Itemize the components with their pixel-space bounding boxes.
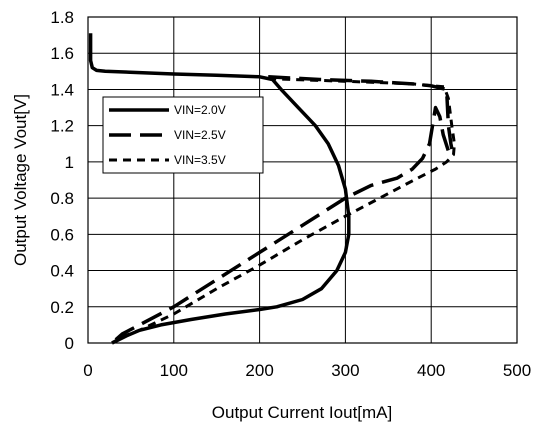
y-axis-title: Output Voltage Vout[V] <box>11 94 30 266</box>
series-line <box>110 75 455 345</box>
legend: VIN=2.0V VIN=2.5V VIN=3.5V <box>102 96 264 174</box>
legend-label: VIN=2.5V <box>174 128 226 142</box>
legend-label: VIN=2.0V <box>174 103 226 117</box>
y-tick-label: 0.4 <box>50 262 74 281</box>
y-tick-label: 1 <box>65 153 74 172</box>
y-tick-labels: 0 0.2 0.4 0.6 0.8 1 1.2 1.4 1.6 1.8 <box>50 8 74 353</box>
x-tick-label: 100 <box>160 361 188 380</box>
series-layer <box>88 33 456 345</box>
series-line <box>88 33 351 345</box>
y-tick-label: 0.6 <box>50 225 74 244</box>
y-tick-label: 0 <box>65 334 74 353</box>
x-tick-label: 0 <box>83 361 92 380</box>
series-line <box>111 77 456 345</box>
x-tick-label: 300 <box>331 361 359 380</box>
x-axis-title: Output Current Iout[mA] <box>212 403 392 422</box>
y-tick-label: 1.8 <box>50 8 74 27</box>
x-tick-label: 400 <box>417 361 445 380</box>
y-tick-label: 1.2 <box>50 117 74 136</box>
grid <box>87 16 518 344</box>
y-tick-label: 0.2 <box>50 298 74 317</box>
y-tick-label: 1.4 <box>50 80 74 99</box>
y-tick-label: 1.6 <box>50 44 74 63</box>
legend-label: VIN=3.5V <box>174 153 226 167</box>
x-tick-labels: 0 100 200 300 400 500 <box>83 361 531 380</box>
y-tick-label: 0.8 <box>50 189 74 208</box>
plot-frame <box>87 16 518 344</box>
x-tick-label: 200 <box>245 361 273 380</box>
x-tick-label: 500 <box>503 361 531 380</box>
